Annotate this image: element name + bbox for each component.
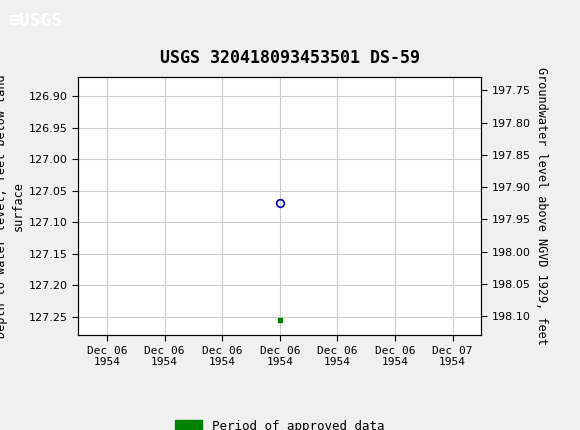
Y-axis label: Groundwater level above NGVD 1929, feet: Groundwater level above NGVD 1929, feet bbox=[535, 68, 548, 345]
Text: USGS 320418093453501 DS-59: USGS 320418093453501 DS-59 bbox=[160, 49, 420, 67]
Text: ≡USGS: ≡USGS bbox=[9, 12, 63, 30]
Legend: Period of approved data: Period of approved data bbox=[170, 415, 390, 430]
Y-axis label: Depth to water level, feet below land
surface: Depth to water level, feet below land su… bbox=[0, 74, 25, 338]
